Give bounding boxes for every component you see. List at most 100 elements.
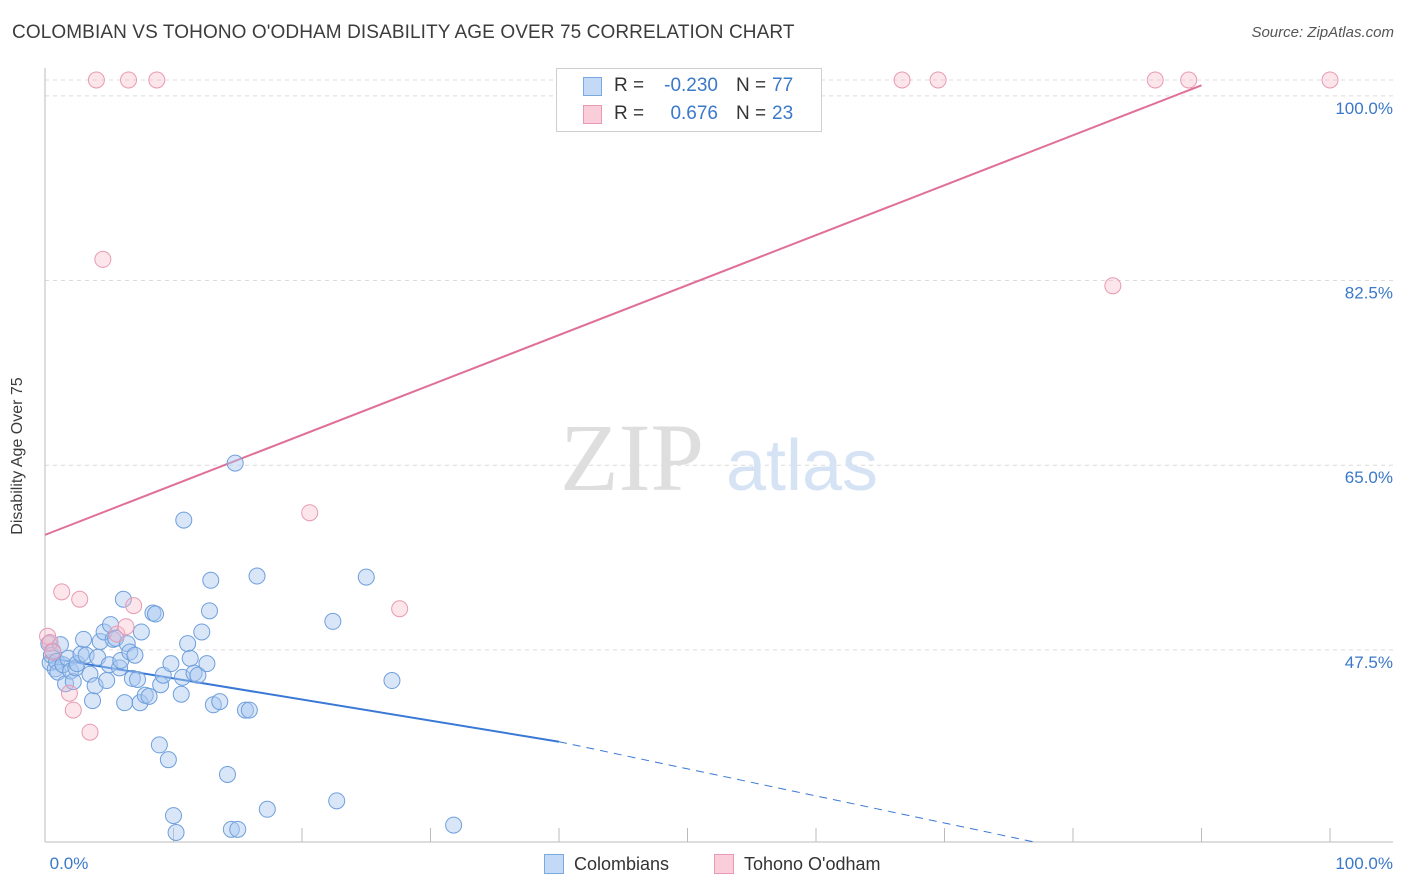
bottom-legend-label-colombians: Colombians — [574, 853, 670, 874]
x-tick-label: 100.0% — [1335, 854, 1393, 873]
point-colombians — [328, 792, 346, 810]
y-tick-label: 65.0% — [1345, 468, 1393, 487]
y-tick-label: 47.5% — [1345, 653, 1393, 672]
point-colombians — [159, 751, 177, 769]
point-colombians — [383, 672, 401, 690]
point-colombians — [324, 612, 342, 630]
point-colombians — [116, 694, 134, 712]
point-colombians — [236, 701, 254, 719]
legend-n-label: N = — [736, 103, 767, 124]
point-colombians — [218, 765, 236, 783]
watermark-atlas: atlas — [726, 426, 878, 506]
point-colombians — [167, 824, 185, 842]
point-colombians — [140, 687, 158, 705]
point-tohono — [117, 618, 135, 636]
point-colombians — [75, 630, 93, 648]
point-colombians — [175, 511, 193, 529]
point-colombians — [193, 623, 211, 641]
point-tohono — [81, 723, 99, 741]
point-tohono — [41, 634, 59, 652]
source-label: Source: ZipAtlas.com — [1251, 24, 1394, 41]
point-colombians — [111, 659, 129, 677]
legend-r-value: 0.676 — [670, 103, 718, 124]
point-tohono — [44, 643, 62, 661]
point-tohono — [929, 71, 947, 89]
point-tohono — [1321, 71, 1339, 89]
point-tohono — [94, 250, 112, 268]
point-tohono — [391, 600, 409, 618]
point-colombians — [200, 602, 218, 620]
trend-line-tohono — [44, 84, 1202, 536]
point-colombians — [147, 605, 165, 623]
y-tick-label: 82.5% — [1345, 284, 1393, 303]
bottom-legend-colombians: Colombians — [544, 852, 669, 876]
point-colombians — [248, 567, 266, 585]
bottom-legend-swatch-colombians — [544, 854, 564, 874]
point-colombians — [357, 568, 375, 586]
point-colombians — [222, 820, 240, 838]
legend-n-value: 23 — [772, 103, 794, 124]
point-colombians — [84, 692, 102, 710]
point-tohono — [108, 625, 126, 643]
point-colombians — [68, 655, 86, 673]
trend-lines — [44, 84, 1202, 843]
legend-row-colombians: R = -0.230 N = 77 — [583, 74, 793, 98]
correlation-legend: R = -0.230 N = 77 R = 0.676 N = 23 — [556, 68, 822, 132]
point-tohono — [71, 590, 89, 608]
tick-labels: 47.5% 65.0% 82.5% 100.0% 0.0% 100.0% — [50, 99, 1393, 873]
legend-row-tohono: R = 0.676 N = 23 — [583, 102, 793, 126]
point-tohono — [120, 71, 138, 89]
point-tohono — [1180, 71, 1198, 89]
point-tohono — [301, 504, 319, 522]
point-colombians — [132, 623, 150, 641]
point-colombians — [114, 590, 132, 608]
point-colombians — [211, 693, 229, 711]
point-colombians — [240, 701, 258, 719]
axes — [44, 68, 1393, 843]
gridlines — [45, 79, 1393, 651]
point-colombians — [202, 571, 220, 589]
point-colombians — [258, 800, 276, 818]
legend-n-label: N = — [736, 75, 767, 96]
bottom-legend-swatch-tohono — [714, 854, 734, 874]
point-colombians — [165, 807, 182, 825]
point-colombians — [123, 669, 141, 687]
point-tohono — [53, 583, 71, 601]
point-colombians — [172, 685, 190, 703]
point-colombians — [150, 736, 168, 754]
trend-line-colombians-extension — [558, 741, 1035, 843]
point-colombians — [152, 676, 170, 694]
y-tick-label: 100.0% — [1335, 99, 1393, 118]
watermark: ZIP atlas — [560, 404, 878, 511]
data-points — [39, 71, 1339, 842]
point-colombians — [179, 635, 197, 653]
x-tick-label: 0.0% — [50, 854, 89, 873]
point-colombians — [98, 672, 116, 690]
point-tohono — [1146, 71, 1164, 89]
point-colombians — [181, 649, 199, 667]
point-colombians — [198, 655, 216, 673]
point-colombians — [121, 643, 139, 661]
point-colombians — [189, 666, 207, 684]
point-tohono — [87, 71, 105, 89]
watermark-zip: ZIP — [560, 404, 704, 511]
legend-r-label: R = — [614, 103, 645, 124]
point-tohono — [125, 597, 143, 615]
bottom-legend-tohono: Tohono O'odham — [714, 852, 881, 876]
bottom-legend-label-tohono: Tohono O'odham — [744, 853, 881, 874]
point-colombians — [226, 454, 244, 472]
trend-line-colombians — [44, 656, 560, 743]
point-colombians — [72, 645, 90, 663]
point-colombians — [229, 820, 247, 838]
point-tohono — [64, 701, 82, 719]
point-colombians — [445, 816, 463, 834]
point-tohono — [60, 684, 78, 702]
point-colombians — [126, 646, 144, 664]
point-tohono — [893, 71, 911, 89]
point-colombians — [129, 670, 147, 688]
point-tohono — [148, 71, 166, 89]
point-tohono — [1104, 277, 1122, 295]
legend-swatch-tohono — [583, 104, 602, 124]
point-colombians — [162, 655, 180, 673]
